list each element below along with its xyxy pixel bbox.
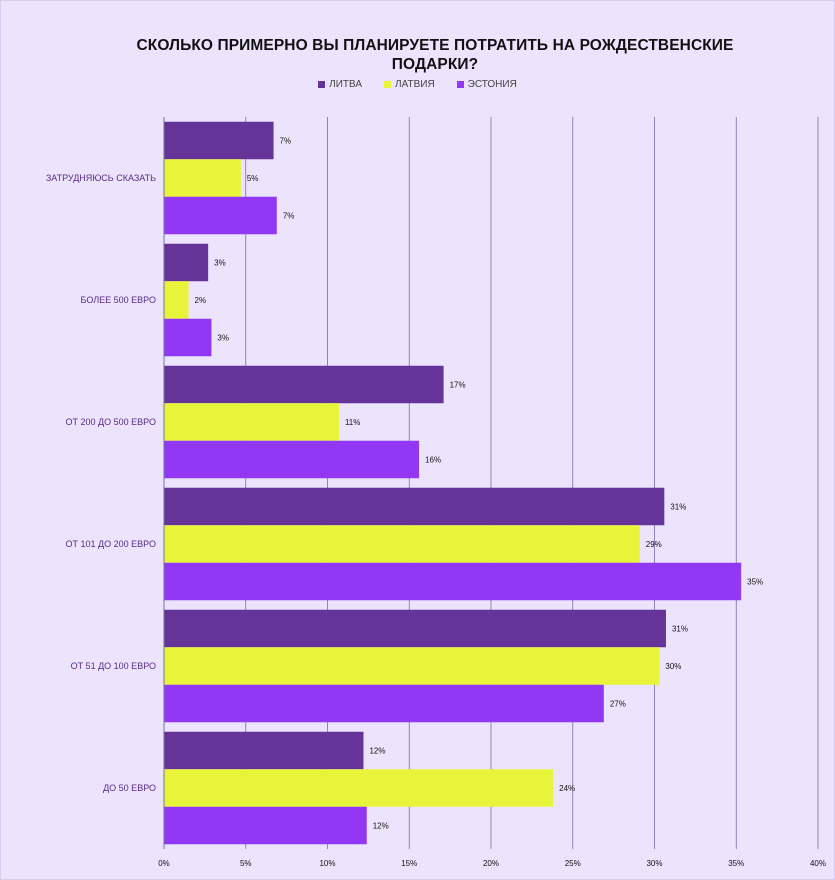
bar-value-label: 24% <box>559 784 575 793</box>
bar <box>164 243 209 282</box>
legend-label: ЛАТВИЯ <box>395 79 435 90</box>
legend-label: ЭСТОНИЯ <box>467 79 517 90</box>
legend-swatch <box>456 81 464 88</box>
bar <box>164 365 444 404</box>
x-tick-label: 5% <box>240 859 252 868</box>
bar <box>164 403 339 441</box>
chart-legend: ЛИТВА ЛАТВИЯ ЭСТОНИЯ <box>0 79 835 90</box>
bar-value-label: 31% <box>670 503 686 512</box>
bar <box>164 684 604 723</box>
x-tick-label: 0% <box>158 859 170 868</box>
bar-value-label: 31% <box>672 625 688 634</box>
x-tick-label: 20% <box>483 859 499 868</box>
x-tick-label: 25% <box>565 859 581 868</box>
bar <box>164 731 364 770</box>
x-tick-label: 30% <box>646 859 662 868</box>
bar-value-label: 12% <box>369 747 385 756</box>
bar <box>164 196 277 235</box>
x-tick-label: 15% <box>401 859 417 868</box>
category-label: ОТ 101 ДО 200 ЕВРО <box>66 539 156 549</box>
x-tick-label: 40% <box>810 859 826 868</box>
bar <box>164 647 660 685</box>
bar <box>164 318 212 357</box>
legend-swatch <box>384 81 392 88</box>
legend-item: ЭСТОНИЯ <box>456 79 517 90</box>
bar <box>164 562 742 601</box>
bar-value-label: 30% <box>665 662 681 671</box>
legend-label: ЛИТВА <box>329 79 363 90</box>
bar <box>164 806 367 845</box>
legend-item: ЛИТВА <box>318 79 362 90</box>
category-label: ОТ 200 ДО 500 ЕВРО <box>66 417 156 427</box>
bar-value-label: 7% <box>280 137 292 146</box>
bar-value-label: 29% <box>646 540 662 549</box>
bar <box>164 609 666 648</box>
bar-value-label: 3% <box>214 259 226 268</box>
category-label: ДО 50 ЕВРО <box>103 783 156 793</box>
category-label: БОЛЕЕ 500 ЕВРО <box>81 295 156 305</box>
bar <box>164 525 640 563</box>
bar-value-label: 16% <box>425 456 441 465</box>
category-label: ЗАТРУДНЯЮСЬ СКАЗАТЬ <box>46 173 156 183</box>
legend-swatch <box>318 81 326 88</box>
bar <box>164 769 554 807</box>
bar-value-label: 17% <box>450 381 466 390</box>
bar-value-label: 27% <box>610 700 626 709</box>
bar <box>164 159 241 197</box>
bar-value-label: 2% <box>195 296 207 305</box>
bar <box>164 440 420 479</box>
bar-value-label: 7% <box>283 212 295 221</box>
bar-value-label: 11% <box>345 418 360 427</box>
bar-value-label: 35% <box>747 578 763 587</box>
x-tick-label: 10% <box>319 859 335 868</box>
bar-value-label: 5% <box>247 174 259 183</box>
bar-value-label: 3% <box>217 334 229 343</box>
bar <box>164 121 274 160</box>
bar <box>164 281 189 319</box>
legend-item: ЛАТВИЯ <box>384 79 435 90</box>
bar-value-label: 12% <box>373 822 389 831</box>
chart-title: СКОЛЬКО ПРИМЕРНО ВЫ ПЛАНИРУЕТЕ ПОТРАТИТЬ… <box>136 37 734 73</box>
x-tick-label: 35% <box>728 859 744 868</box>
bar <box>164 487 665 526</box>
category-label: ОТ 51 ДО 100 ЕВРО <box>71 661 156 671</box>
